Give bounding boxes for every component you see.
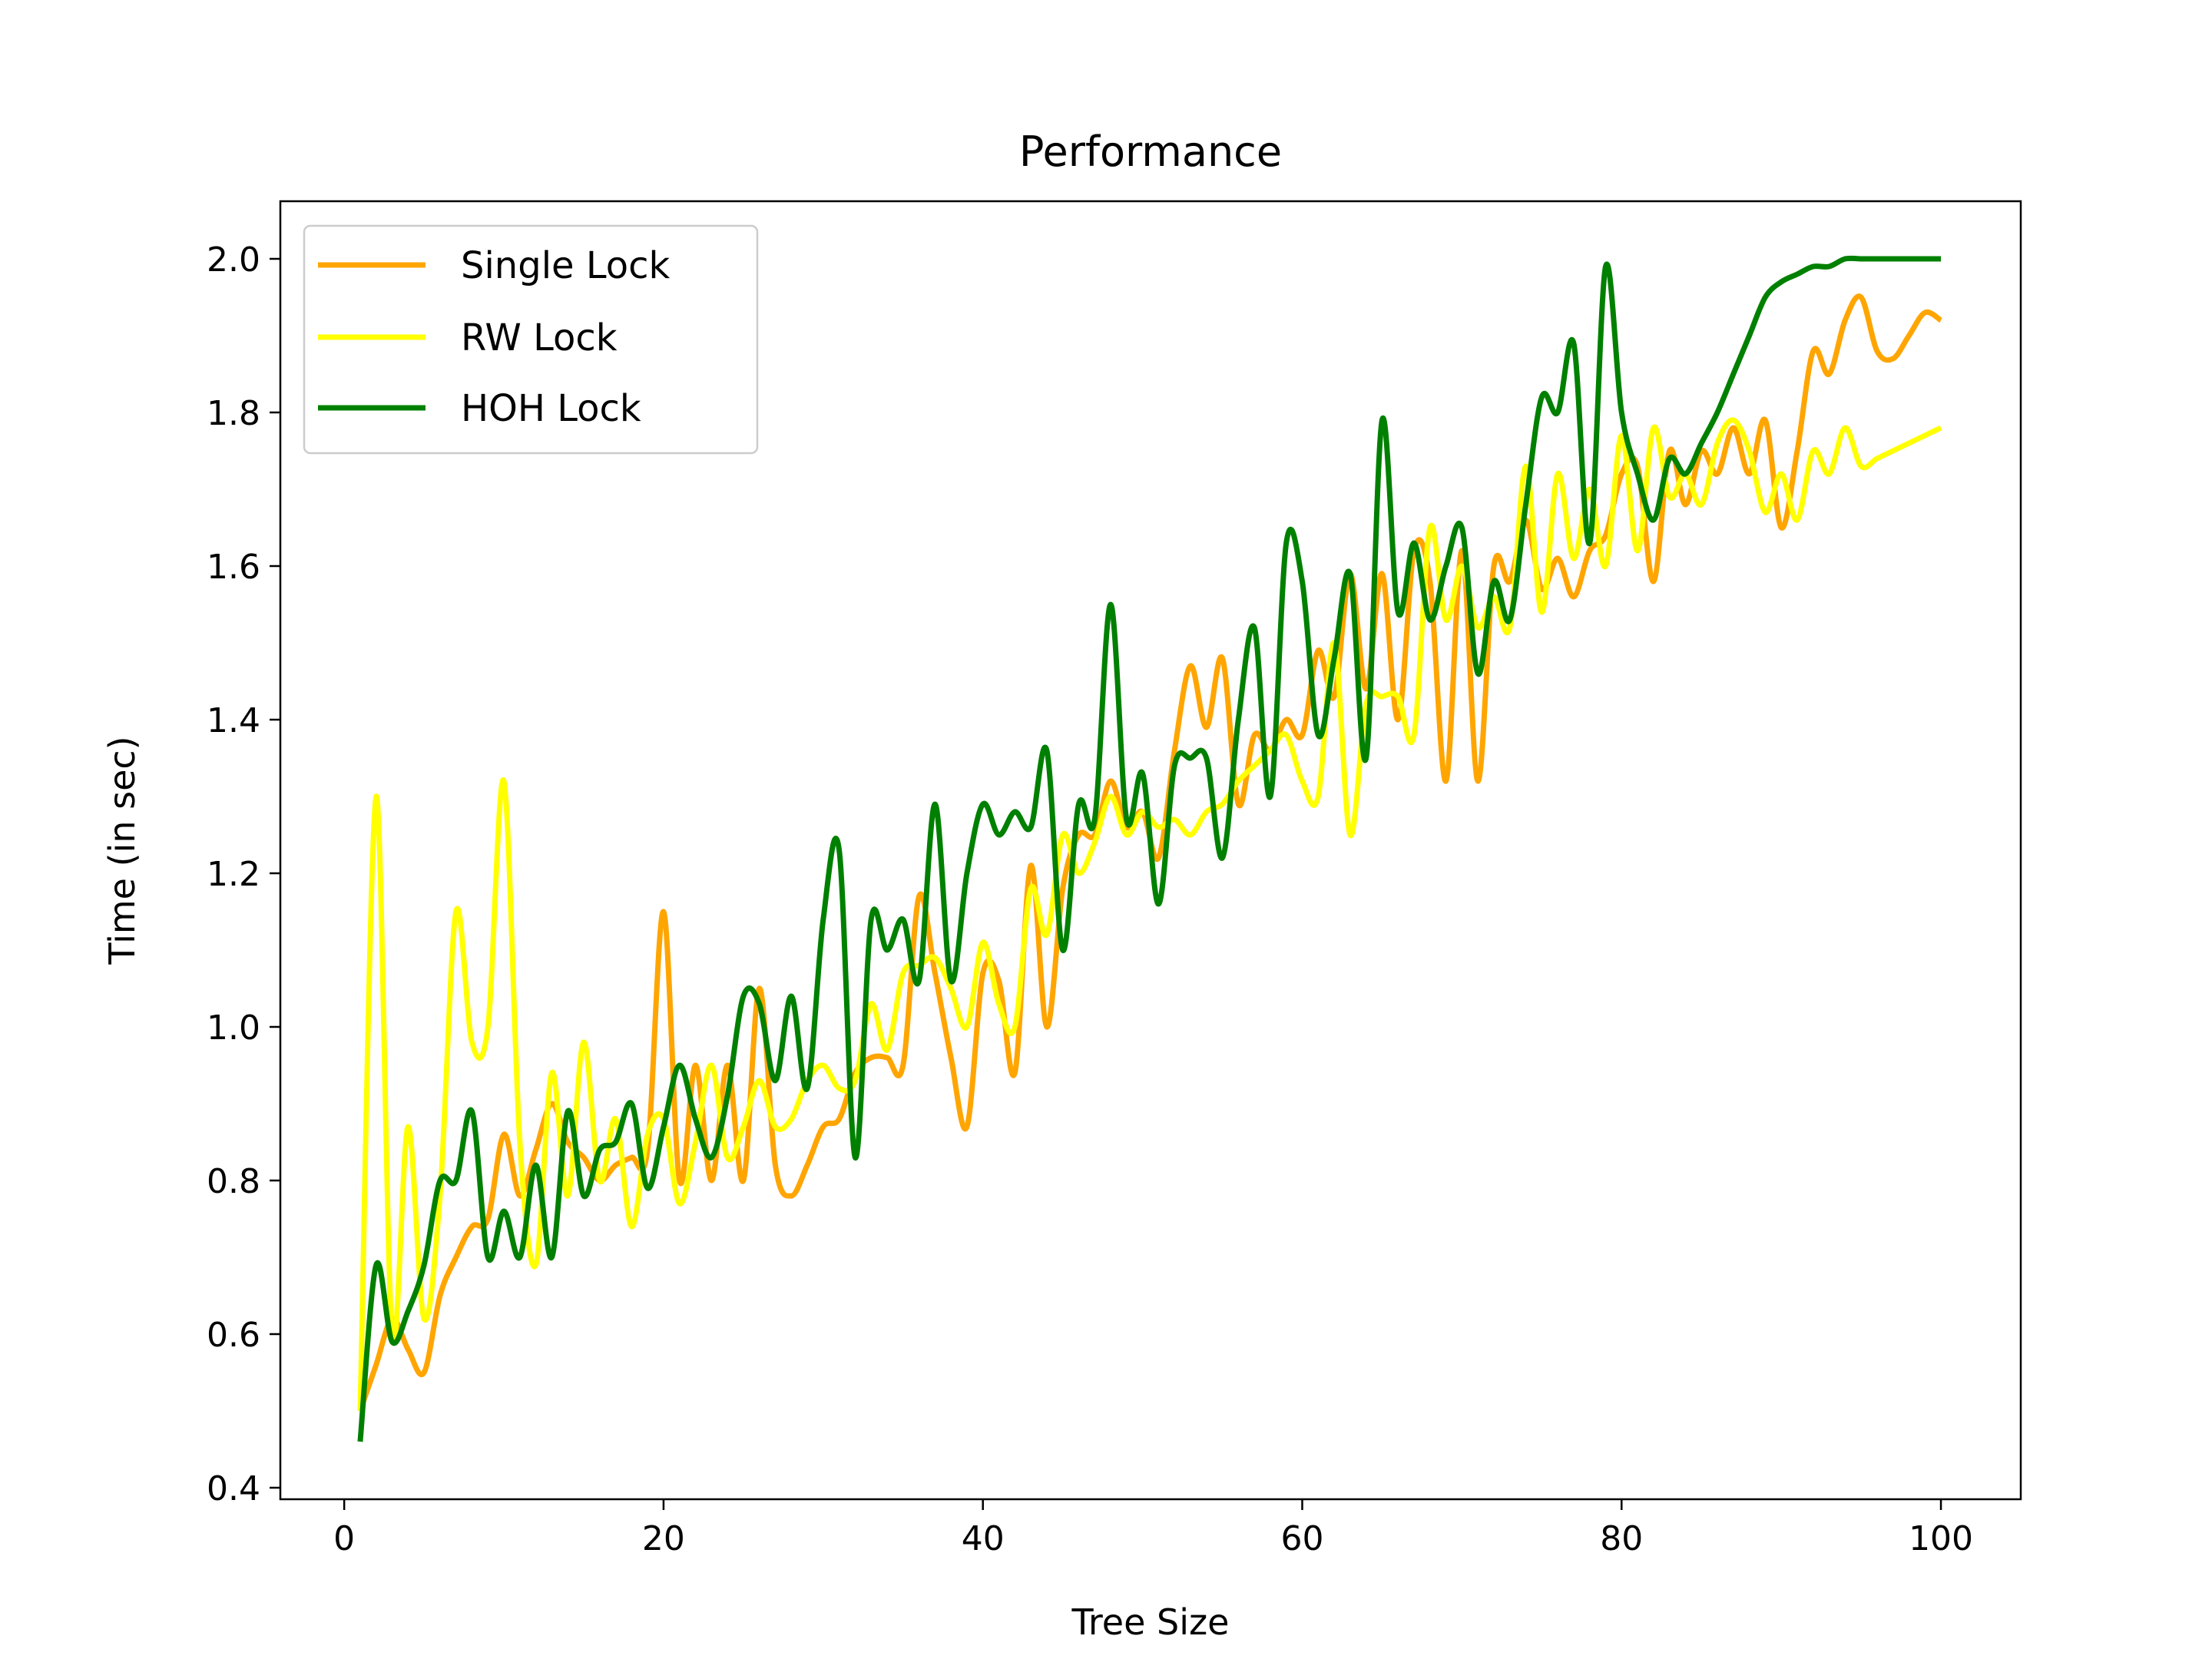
legend-label-rw-lock: RW Lock: [461, 316, 618, 359]
x-tick-label: 60: [1280, 1519, 1323, 1558]
y-tick-label: 1.0: [207, 1008, 260, 1048]
legend-label-hoh-lock: HOH Lock: [461, 387, 641, 430]
series-layer: [357, 255, 1942, 1442]
y-axis: 0.4 0.6 0.8 1.0 1.2 1.4 1.6 1.8 2.0: [207, 240, 280, 1508]
y-tick-label: 1.4: [207, 701, 260, 740]
x-tick-label: 80: [1600, 1519, 1643, 1558]
x-tick-label: 0: [333, 1519, 355, 1558]
y-axis-label: Time (in sec): [101, 736, 143, 965]
plot-area-frame: [279, 200, 2022, 1501]
y-tick-label: 1.8: [207, 394, 260, 433]
y-tick-label: 2.0: [207, 240, 260, 280]
x-axis: 0 20 40 60 80 100: [333, 1499, 1973, 1558]
x-tick-label: 40: [962, 1519, 1005, 1558]
x-tick-label: 20: [642, 1519, 685, 1558]
y-tick-label: 0.8: [207, 1162, 260, 1201]
legend-label-single-lock: Single Lock: [461, 244, 670, 287]
series-line-single-lock: [357, 293, 1942, 1412]
y-tick-label: 1.2: [207, 855, 260, 894]
x-axis-label: Tree Size: [1071, 1601, 1230, 1643]
legend-box: [303, 224, 759, 455]
chart-title: Performance: [1019, 127, 1282, 176]
x-tick-label: 100: [1909, 1519, 1973, 1558]
y-tick-label: 0.4: [207, 1469, 260, 1508]
legend: Single Lock RW Lock HOH Lock: [303, 224, 759, 455]
series-line-hoh-lock: [357, 255, 1942, 1442]
y-tick-label: 0.6: [207, 1316, 260, 1355]
y-tick-label: 1.6: [207, 548, 260, 587]
